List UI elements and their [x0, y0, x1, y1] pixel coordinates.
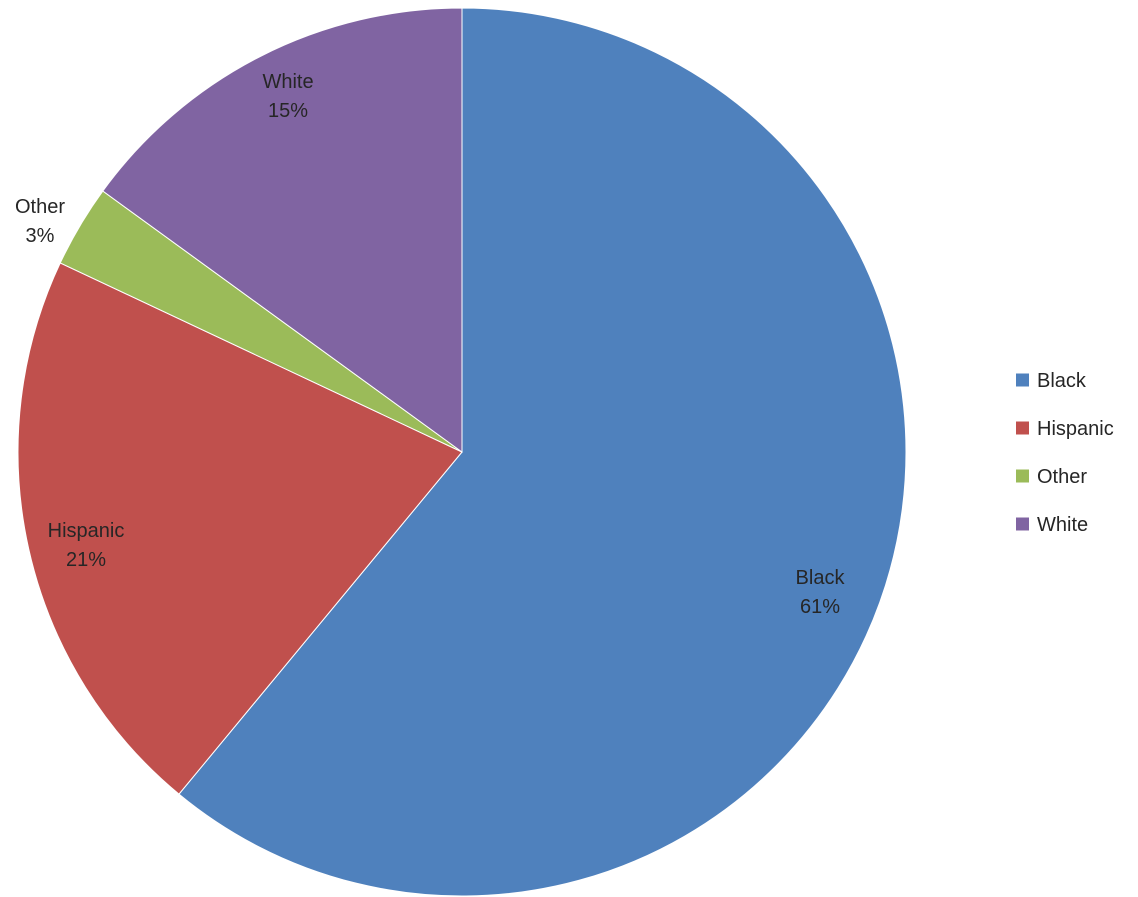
pie-data-labels: Black 61% Hispanic 21% Other 3% White 15% — [15, 71, 845, 618]
legend-swatch — [1016, 469, 1029, 483]
legend-label: Other — [1037, 466, 1087, 488]
data-label-hispanic: Hispanic 21% — [48, 520, 125, 571]
data-label-category: Hispanic — [48, 520, 125, 542]
pie-slice-white — [102, 7, 463, 453]
pie-slices — [17, 7, 907, 897]
legend-label: Hispanic — [1037, 418, 1114, 440]
legend-swatch — [1016, 517, 1029, 531]
legend-label: Black — [1037, 370, 1087, 392]
pie-slice-black — [178, 7, 907, 897]
legend-swatch — [1016, 421, 1029, 435]
legend-label: White — [1037, 514, 1088, 536]
legend: Black Hispanic Other White — [1016, 370, 1114, 536]
data-label-category: White — [262, 71, 313, 93]
legend-entry-hispanic: Hispanic — [1016, 418, 1114, 440]
data-label-black: Black 61% — [796, 567, 846, 618]
data-label-other: Other 3% — [15, 196, 65, 247]
data-label-percent: 3% — [26, 225, 55, 247]
data-label-white: White 15% — [262, 71, 313, 122]
legend-entry-black: Black — [1016, 370, 1087, 392]
pie-slice-hispanic — [17, 262, 463, 795]
legend-entry-other: Other — [1016, 466, 1087, 488]
data-label-percent: 61% — [800, 596, 840, 618]
data-label-category: Black — [796, 567, 846, 589]
legend-entry-white: White — [1016, 514, 1088, 536]
data-label-percent: 21% — [66, 549, 106, 571]
data-label-category: Other — [15, 196, 65, 218]
data-label-percent: 15% — [268, 100, 308, 122]
legend-swatch — [1016, 373, 1029, 387]
